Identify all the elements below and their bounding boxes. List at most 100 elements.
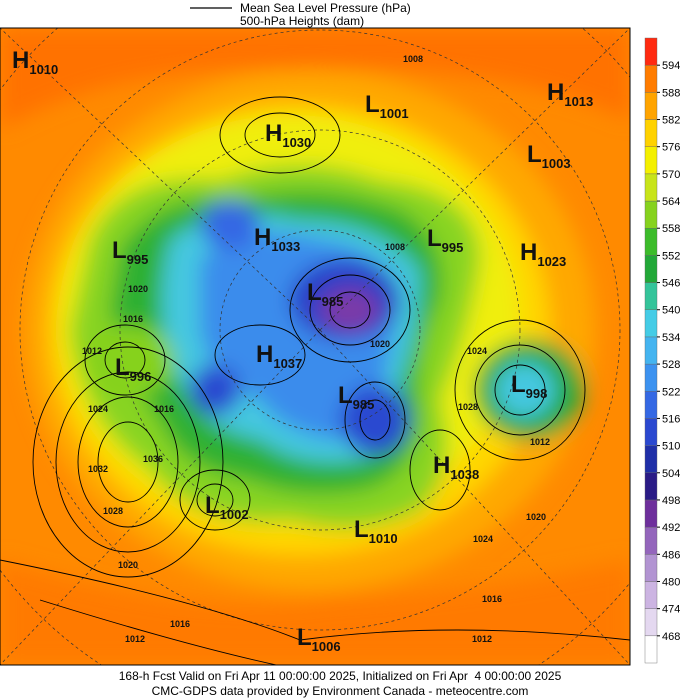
colorbar-label: 504: [662, 468, 680, 480]
colorbar-label: 546: [662, 278, 680, 290]
colorbar-swatch: [644, 554, 658, 582]
center-value: 1010: [369, 531, 398, 546]
center-letter: L: [427, 225, 442, 252]
colorbar-label: 486: [662, 549, 680, 561]
legend-text: 500-hPa Heights (dam): [240, 14, 364, 28]
isobars: [0, 96, 630, 665]
colorbar-swatch: [644, 228, 658, 256]
isobar-label: 1028: [103, 506, 123, 516]
colorbar-swatch: [644, 200, 658, 229]
footer-text: 168-h Fcst Valid on Fri Apr 11 00:00:00 …: [119, 669, 562, 683]
colorbar-label: 576: [662, 142, 680, 154]
center-letter: H: [547, 79, 564, 106]
colorbar-swatch: [644, 255, 658, 283]
pressure-center: L985: [307, 279, 343, 309]
colorbar-label: 480: [662, 576, 680, 588]
center-value: 1013: [564, 94, 593, 109]
colorbar-label: 588: [662, 87, 680, 99]
center-value: 1037: [273, 356, 302, 371]
colorbar-swatch: [644, 445, 658, 473]
colorbar-label: 558: [662, 223, 680, 235]
colorbar-label: 516: [662, 413, 680, 425]
center-letter: H: [254, 224, 271, 251]
center-value: 995: [127, 252, 149, 267]
isobar-label: 1032: [88, 464, 108, 474]
center-letter: L: [112, 237, 127, 264]
map-frame: [0, 27, 631, 666]
center-value: 985: [353, 397, 375, 412]
center-letter: L: [527, 141, 542, 168]
colorbar-label: 552: [662, 250, 680, 262]
pressure-center: H1023: [520, 239, 566, 269]
isobar-label: 1016: [170, 619, 190, 629]
center-letter: H: [433, 452, 450, 479]
colorbar-swatch: [644, 282, 658, 310]
pressure-center: H1010: [12, 47, 58, 77]
pressure-center: L995: [427, 225, 463, 255]
center-value: 995: [442, 240, 464, 255]
pressure-center: L1010: [354, 516, 398, 546]
center-letter: H: [12, 47, 29, 74]
center-value: 1002: [220, 507, 249, 522]
pressure-center: H1013: [547, 79, 593, 109]
center-letter: L: [115, 354, 130, 381]
colorbar-swatch: [644, 363, 658, 392]
isobar-label: 1016: [154, 404, 174, 414]
colorbar-swatch: [644, 37, 658, 66]
isobar-label: 1020: [128, 284, 148, 294]
center-letter: L: [338, 382, 353, 409]
colorbar-label: 570: [662, 169, 680, 181]
center-letter: H: [520, 239, 537, 266]
colorbar-swatch: [644, 309, 658, 338]
colorbar-label: 468: [662, 631, 680, 643]
colorbar-label: 540: [662, 305, 680, 317]
center-value: 1030: [282, 135, 311, 150]
isobar-label: 1024: [473, 534, 493, 544]
pressure-center: L985: [338, 382, 374, 412]
isobar-label: 1024: [467, 346, 487, 356]
pressure-center: L995: [112, 237, 148, 267]
colorbar-swatch: [644, 146, 658, 175]
colorbar: 468 474 480 486 492 498 504 510 516 522 528 534 540 5…: [644, 37, 680, 664]
colorbar-swatch: [644, 92, 658, 120]
center-value: 1033: [271, 239, 300, 254]
colorbar-label: 594: [662, 60, 680, 72]
isobar-label: 1012: [472, 634, 492, 644]
center-value: 1010: [29, 62, 58, 77]
isobar-label: 1020: [118, 560, 138, 570]
colorbar-swatch: [644, 499, 658, 528]
isobar-label: 1036: [143, 454, 163, 464]
center-letter: L: [307, 279, 322, 306]
colorbar-label: 492: [662, 522, 680, 534]
pressure-center: H1030: [265, 120, 311, 150]
height-field: [0, 28, 630, 665]
center-value: 996: [130, 369, 152, 384]
pressure-center: L1002: [205, 492, 249, 522]
isobar-label: 1016: [482, 594, 502, 604]
isobar-labels: 1008 1008 1020 1016 1012 1024 1016 1036 1032 1028…: [82, 54, 550, 644]
center-value: 1038: [450, 467, 479, 482]
isobar-label: 1020: [370, 339, 390, 349]
colorbar-swatch: [644, 608, 658, 637]
center-value: 1003: [542, 156, 571, 171]
colorbar-swatch: [644, 391, 658, 419]
isobar-label: 1024: [88, 404, 108, 414]
center-letter: H: [265, 120, 282, 147]
colorbar-swatch: [644, 173, 658, 202]
colorbar-label: 522: [662, 386, 680, 398]
center-letter: H: [256, 341, 273, 368]
colorbar-label: 534: [662, 332, 680, 344]
center-value: 1023: [537, 254, 566, 269]
isobar-label: 1012: [125, 634, 145, 644]
isobar-label: 1028: [458, 402, 478, 412]
pressure-center: L998: [511, 371, 547, 401]
legend-text: Mean Sea Level Pressure (hPa): [240, 1, 411, 15]
center-letter: L: [511, 371, 526, 398]
footer-text: CMC-GDPS data provided by Environment Ca…: [152, 684, 529, 698]
center-letter: L: [205, 492, 220, 519]
center-value: 1001: [380, 106, 409, 121]
colorbar-label: 564: [662, 196, 680, 208]
